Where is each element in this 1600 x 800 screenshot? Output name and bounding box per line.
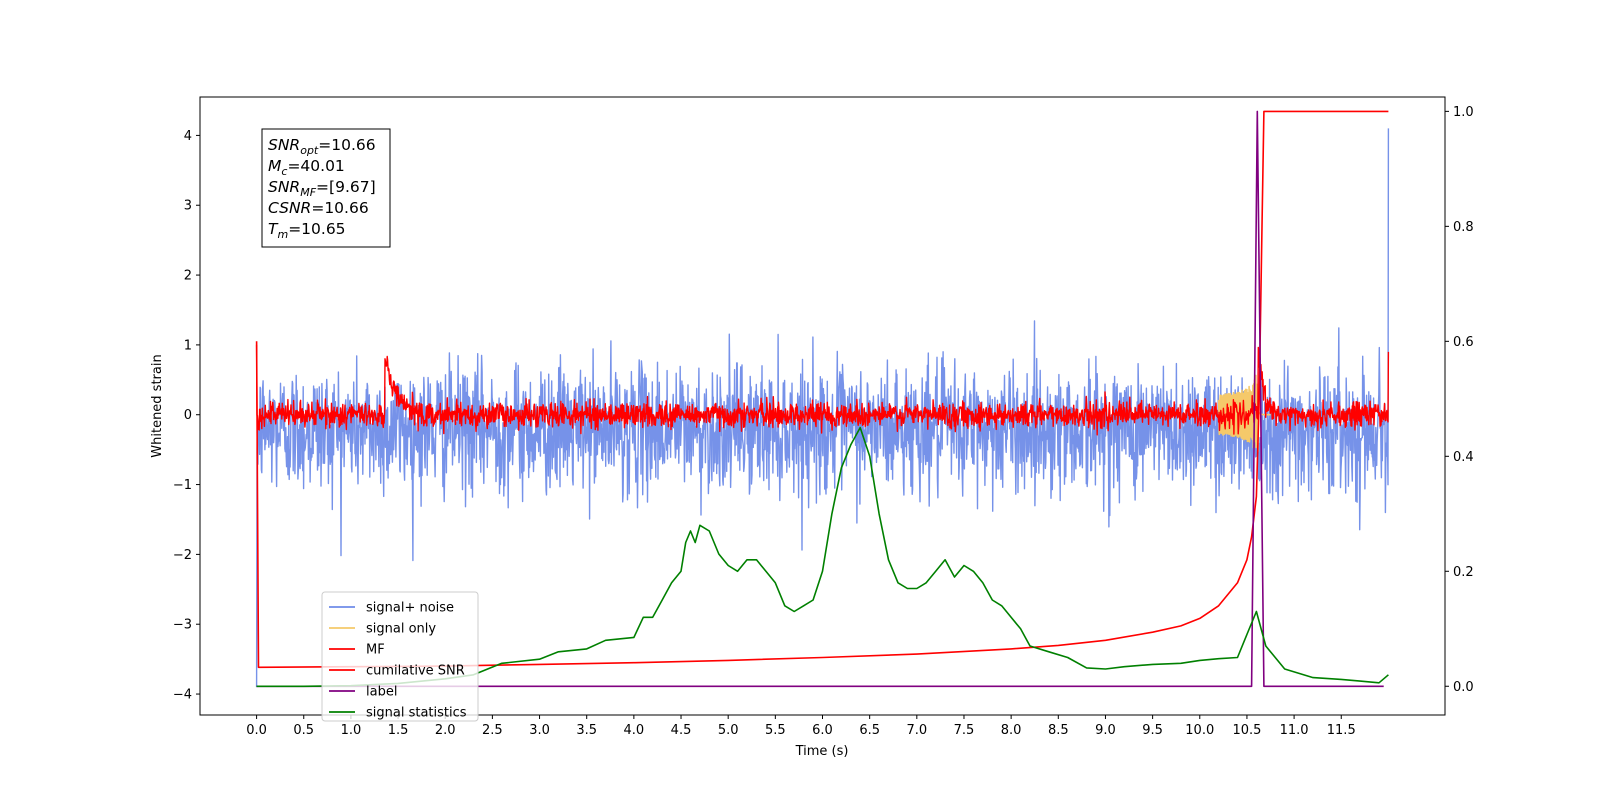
series-mf	[255, 344, 1390, 436]
x-tick-label: 10.0	[1185, 723, 1214, 738]
y-left-tick-label: 0	[184, 408, 192, 423]
annotation-line: SNRMF=[9.67]	[268, 178, 376, 199]
y-left-tick-label: 3	[184, 199, 192, 214]
x-tick-label: 4.0	[624, 723, 645, 738]
x-tick-label: 0.5	[293, 723, 314, 738]
annotation-line: Tm=10.65	[268, 220, 346, 241]
legend-label: signal only	[366, 622, 436, 637]
x-tick-label: 9.0	[1095, 723, 1116, 738]
x-tick-label: 7.5	[954, 723, 975, 738]
y-left-tick-label: −4	[173, 688, 192, 703]
y-right-tick-label: 0.0	[1453, 680, 1474, 695]
legend-label: MF	[366, 643, 385, 658]
y-left-tick-label: 2	[184, 269, 192, 284]
y-axis-left-label: Whitened strain	[150, 354, 165, 457]
y-right-tick-label: 0.2	[1453, 565, 1474, 580]
annotation-box-frame	[261, 128, 391, 248]
y-right-tick-label: 0.8	[1453, 220, 1474, 235]
x-tick-label: 9.5	[1142, 723, 1163, 738]
x-tick-label: 7.0	[906, 723, 927, 738]
annotation-line: Mc=40.01	[268, 157, 345, 178]
x-tick-label: 5.5	[765, 723, 786, 738]
x-tick-label: 1.5	[388, 723, 409, 738]
legend-label: signal+ noise	[366, 601, 454, 616]
annotation-box: SNRopt=10.66Mc=40.01SNRMF=[9.67]CSNR=10.…	[261, 128, 391, 248]
legend-label: label	[366, 685, 397, 700]
x-tick-label: 6.5	[859, 723, 880, 738]
y-right-tick-label: 0.6	[1453, 335, 1474, 350]
x-tick-label: 1.0	[341, 723, 362, 738]
annotation-line: SNRopt=10.66	[268, 136, 376, 157]
y-axis-right: 0.0 0.2 0.4 0.6 0.8 1.0	[1445, 105, 1474, 695]
y-left-tick-label: 4	[184, 129, 192, 144]
y-axis-left: −4 −3 −2 −1 0 1 2 3 4	[173, 129, 200, 703]
x-tick-label: 10.5	[1232, 723, 1261, 738]
x-tick-label: 6.0	[812, 723, 833, 738]
annotation-line: CSNR=10.66	[268, 199, 369, 217]
series-signal-noise	[255, 128, 1390, 688]
x-tick-label: 3.0	[529, 723, 550, 738]
legend: signal+ noise signal only MF cumilative SNR…	[321, 591, 479, 722]
x-tick-label: 2.5	[482, 723, 503, 738]
x-tick-label: 11.5	[1327, 723, 1356, 738]
x-axis: 0.0 0.5 1.0 1.5 2.0 2.5 3.0 3.5 4.0 4.5 5.0 5.5 6.0 6…	[246, 715, 1356, 738]
x-tick-label: 8.5	[1048, 723, 1069, 738]
x-tick-label: 2.0	[435, 723, 456, 738]
y-left-tick-label: 1	[184, 338, 192, 353]
series-signal-statistics	[256, 426, 1389, 688]
series-cumilative-snr	[255, 110, 1389, 669]
legend-label: signal statistics	[366, 706, 467, 721]
series-label	[256, 110, 1384, 688]
y-left-tick-label: −3	[173, 618, 192, 633]
x-tick-label: 0.0	[246, 723, 267, 738]
x-tick-label: 5.0	[718, 723, 739, 738]
series-signal-only	[1217, 374, 1272, 453]
x-tick-label: 3.5	[576, 723, 597, 738]
series-layer	[255, 110, 1390, 688]
x-tick-label: 4.5	[671, 723, 692, 738]
y-right-tick-label: 0.4	[1453, 450, 1474, 465]
x-tick-label: 8.0	[1001, 723, 1022, 738]
y-left-tick-label: −2	[173, 548, 192, 563]
x-tick-label: 11.0	[1280, 723, 1309, 738]
legend-frame	[321, 591, 479, 722]
x-axis-label: Time (s)	[795, 744, 849, 759]
y-right-tick-label: 1.0	[1453, 105, 1474, 120]
legend-label: cumilative SNR	[366, 664, 465, 679]
y-left-tick-label: −1	[173, 478, 192, 493]
